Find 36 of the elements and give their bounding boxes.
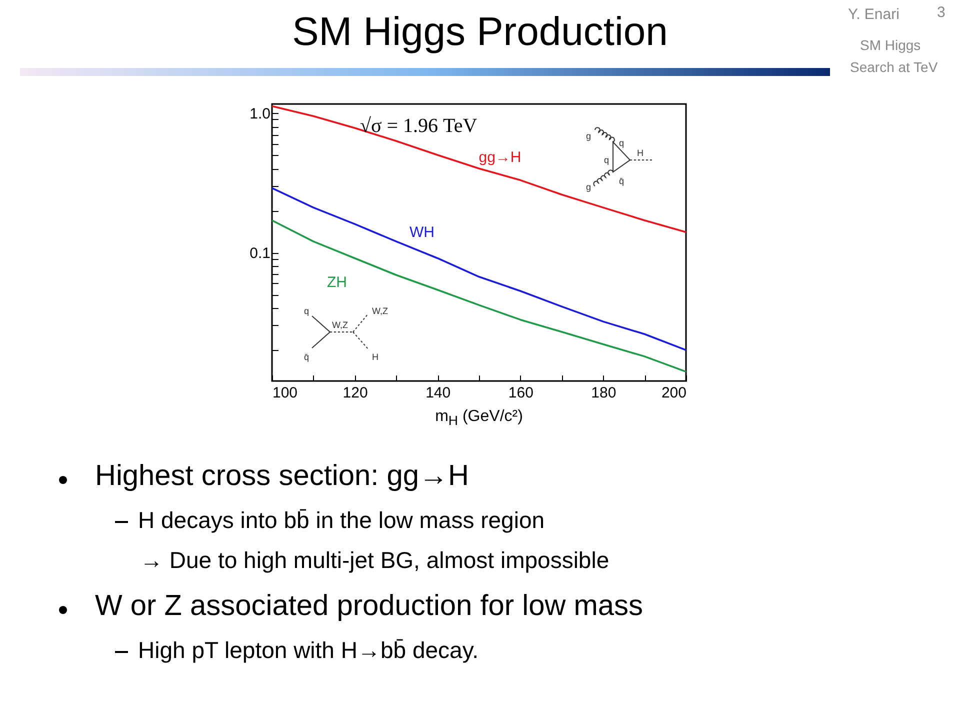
line-series: [271, 219, 687, 373]
x-tick-label: 140: [426, 384, 451, 402]
annotation: g: [586, 131, 592, 141]
text: Highest cross section: gg→H: [95, 460, 469, 493]
text: H decays into bb̄ in the low mass region: [138, 507, 545, 534]
line-series: [271, 187, 687, 351]
text: W or Z associated production for low mass: [95, 590, 643, 623]
annotation: H: [372, 352, 378, 362]
text: Y. Enari: [848, 6, 900, 23]
annotation: q: [604, 155, 610, 165]
x-tick-label: 100: [272, 384, 298, 402]
text: → Due to high multi-jet BG, almost impossible: [140, 547, 610, 574]
annotation: W,Z: [332, 320, 348, 330]
annotation: H: [637, 148, 644, 158]
annotation: √σ = 1.96 TeV: [360, 115, 478, 137]
y-tick-label: 0.1: [250, 245, 270, 262]
annotation: g: [586, 182, 592, 192]
series-label: ZH: [327, 274, 347, 291]
annotation: q: [619, 138, 624, 148]
text: Search at TeV: [850, 59, 938, 75]
x-tick-label: 160: [508, 384, 534, 402]
x-tick-label: 120: [342, 384, 368, 402]
text: SM Higgs: [860, 37, 921, 53]
annotation: W,Z: [372, 306, 388, 316]
text: High pT lepton with H→bb̄ decay.: [138, 637, 478, 664]
x-tick-label: 200: [661, 384, 686, 402]
y-tick-label: 1.0: [250, 105, 270, 122]
series-label: WH: [410, 224, 434, 241]
x-axis-title: m$_{H}$ (GeV/c²): [434, 408, 524, 428]
annotation: q̄: [619, 176, 624, 186]
text: 3: [937, 4, 946, 21]
annotation: q: [304, 306, 310, 316]
x-tick-label: 180: [591, 384, 616, 402]
annotation: q̄: [304, 352, 310, 362]
series-label: gg→H: [478, 149, 522, 166]
chart-title: SM Higgs Production: [292, 10, 668, 54]
